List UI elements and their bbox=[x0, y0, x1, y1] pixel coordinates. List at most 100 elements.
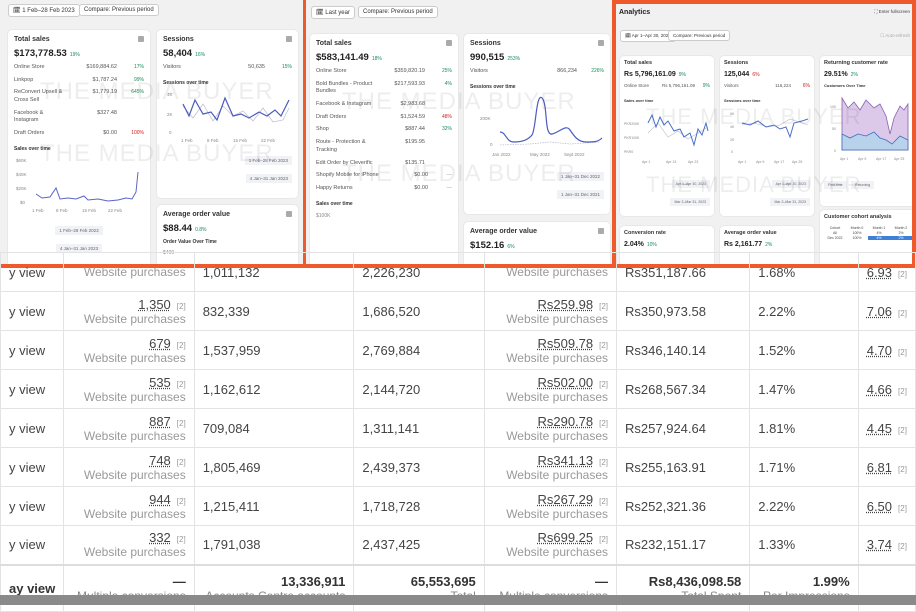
change: 4% bbox=[444, 80, 452, 87]
chart-icon[interactable] bbox=[598, 228, 604, 234]
results-link[interactable]: 944 bbox=[149, 491, 171, 507]
label: Draft Orders bbox=[316, 113, 347, 120]
change bbox=[428, 101, 452, 109]
chart-icon[interactable] bbox=[598, 40, 604, 46]
x-tick: Apr 1 bbox=[840, 157, 848, 161]
value: 1.99% bbox=[812, 573, 850, 589]
footnote: [2] bbox=[176, 418, 186, 428]
roas-cell: 4.66 [2] bbox=[857, 369, 916, 409]
roas-link[interactable]: 6.81 bbox=[866, 459, 893, 475]
channel-row: Online Store $359,820.19 25% bbox=[316, 68, 452, 76]
roas-link[interactable]: 4.66 bbox=[866, 381, 893, 397]
date-range-label: Apr 1–Apr 30, 2023 bbox=[631, 33, 671, 38]
cell: 4% bbox=[876, 231, 882, 235]
value: 29.51% bbox=[824, 71, 848, 78]
date-range-button[interactable]: 🗓 1 Feb–28 Feb 2023 bbox=[8, 4, 80, 17]
results-link[interactable]: 748 bbox=[149, 452, 171, 468]
results-link[interactable]: 679 bbox=[149, 335, 171, 351]
results-link[interactable]: 332 bbox=[149, 530, 171, 546]
roas-link[interactable]: 6.50 bbox=[866, 498, 893, 514]
returning-area bbox=[841, 131, 909, 151]
x-tick: 22 Feb bbox=[108, 208, 123, 213]
total-sales-card: Total sales Rs 5,796,161.09 9% Online Sto… bbox=[620, 56, 714, 216]
change: 9% bbox=[702, 83, 710, 89]
roas-cell: 6.50 [2] bbox=[857, 486, 916, 526]
chart-icon[interactable] bbox=[138, 36, 144, 42]
footnote: [2] bbox=[176, 535, 186, 545]
compare-button[interactable]: Compare: Previous period bbox=[79, 4, 159, 16]
roas-link[interactable]: 3.74 bbox=[866, 537, 893, 553]
attribution-setting: y view bbox=[0, 330, 65, 370]
results-link[interactable]: 1,350 bbox=[138, 296, 171, 312]
x-tick: Apr 9 bbox=[756, 160, 764, 164]
change-badge: 6% bbox=[752, 72, 760, 78]
horizontal-scrollbar[interactable] bbox=[0, 595, 916, 605]
value: 125,044 bbox=[724, 71, 750, 78]
cost-per-result-cell: Rs290.78 [2] Website purchases bbox=[483, 408, 618, 448]
result-type: Website purchases bbox=[506, 265, 609, 279]
cost-per-result-link[interactable]: Rs341.13 bbox=[537, 452, 594, 468]
cost-per-result-link[interactable]: Rs259.98 bbox=[537, 296, 594, 312]
chart-icon[interactable] bbox=[286, 211, 292, 217]
chart-icon[interactable] bbox=[286, 36, 292, 42]
cost-per-result-link[interactable]: Rs699.25 bbox=[537, 530, 594, 546]
value: $2,983.68 bbox=[400, 101, 425, 108]
sessions-line-chart: 4K 2K 0 1 Feb 8 Feb 15 Feb 22 Feb bbox=[167, 92, 290, 143]
label: ReConvert Upsell & Cross Sell bbox=[14, 89, 63, 104]
roas-link[interactable]: 4.70 bbox=[866, 342, 893, 358]
result-type: Website purchases bbox=[83, 389, 186, 404]
table-row[interactable]: y view 1,350 [2] Website purchases 832,339… bbox=[0, 291, 916, 331]
table-row[interactable]: y view 748 [2] Website purchases 1,805,469… bbox=[0, 447, 916, 487]
value: $1,524.59 bbox=[400, 113, 425, 120]
legend-current: 1 Jan–31 Dec 2022 bbox=[556, 171, 604, 181]
fullscreen-button[interactable]: ⛶ Enter fullscreen bbox=[874, 9, 910, 14]
cost-per-result-link[interactable]: Rs509.78 bbox=[537, 335, 594, 351]
sessions-card: Sessions 58,404 16% Visitors 50,635 15% Ses… bbox=[157, 30, 298, 198]
table-row[interactable]: y view 535 [2] Website purchases 1,162,612… bbox=[0, 369, 916, 409]
card-title: Average order value bbox=[163, 211, 231, 218]
card-value: 58,404 16% bbox=[163, 48, 292, 59]
card-title: Total sales bbox=[624, 60, 653, 66]
date-range-button[interactable]: 🗓 Apr 1–Apr 30, 2023 bbox=[620, 30, 676, 42]
table-row[interactable]: y view Website purchases 1,011,132 2,226… bbox=[0, 252, 916, 292]
results-link[interactable]: 535 bbox=[149, 374, 171, 390]
date-range-button[interactable]: 🗓 Last year bbox=[311, 6, 355, 19]
chart-icon[interactable] bbox=[446, 40, 452, 46]
label: Shopify Mobile for iPhone bbox=[316, 172, 379, 179]
roas-link[interactable]: 7.06 bbox=[866, 303, 893, 319]
panel-last-year: 🗓 Last year Compare: Previous period Tot… bbox=[306, 0, 612, 264]
footnote: [2] bbox=[599, 301, 609, 311]
cell: 2% bbox=[898, 231, 904, 235]
rate-cell: 1.81% bbox=[749, 408, 859, 448]
table-row[interactable]: y view 944 [2] Website purchases 1,215,411… bbox=[0, 486, 916, 526]
table-row[interactable]: y view 887 [2] Website purchases 709,084 1… bbox=[0, 408, 916, 448]
cost-per-result-link[interactable]: Rs502.00 bbox=[537, 374, 594, 390]
y-tick: 2K bbox=[730, 138, 735, 142]
channel-row: Online Store $169,884.62 17% bbox=[14, 64, 144, 72]
x-tick: 15 Feb bbox=[233, 138, 248, 143]
y-tick: 0 bbox=[490, 142, 493, 147]
change: 6% bbox=[802, 83, 810, 89]
table-row[interactable]: y view 332 [2] Website purchases 1,791,038… bbox=[0, 525, 916, 565]
compare-button[interactable]: Compare: Previous period bbox=[358, 6, 438, 18]
value: Rs 5,796,161.09 bbox=[624, 71, 676, 78]
roas-link[interactable]: 6.93 bbox=[866, 264, 893, 280]
auto-refresh-checkbox[interactable]: ☐ Auto-refresh bbox=[880, 33, 910, 38]
y-tick: PKR0 bbox=[624, 150, 633, 154]
roas-link[interactable]: 4.45 bbox=[866, 420, 893, 436]
value: Rs8,436,098.58 bbox=[648, 573, 742, 589]
cost-per-result-cell: Rs509.78 [2] Website purchases bbox=[483, 330, 618, 370]
compare-button[interactable]: Compare: Previous period bbox=[668, 30, 731, 41]
cost-per-result-link[interactable]: Rs290.78 bbox=[537, 413, 594, 429]
cost-per-result-link[interactable]: Rs267.29 bbox=[537, 491, 594, 507]
label: Happy Returns bbox=[316, 184, 353, 191]
amount-spent-cell: Rs346,140.14 bbox=[616, 330, 751, 370]
table-row[interactable]: y view 679 [2] Website purchases 1,537,959… bbox=[0, 330, 916, 370]
results-link[interactable]: 887 bbox=[149, 413, 171, 429]
label: Online Store bbox=[14, 64, 45, 70]
footnote: [2] bbox=[176, 301, 186, 311]
legend-previous: Mar 2–Mar 31, 2023 bbox=[670, 198, 710, 206]
x-tick: Apr 25 bbox=[792, 160, 802, 164]
channel-row: Draft Orders $1,524.59 48% bbox=[316, 114, 452, 122]
attribution-setting: y view bbox=[0, 369, 65, 409]
